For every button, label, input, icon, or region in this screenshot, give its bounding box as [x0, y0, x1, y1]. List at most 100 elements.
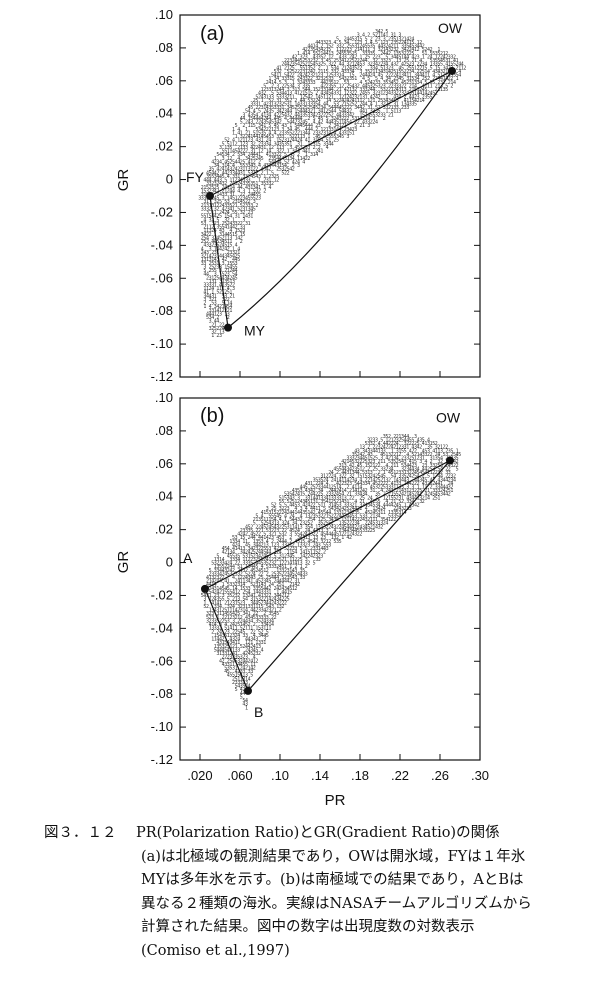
cloud-digit: 2: [224, 268, 227, 274]
panel-b-algorithm-triangle: [204, 459, 451, 692]
cloud-digit: 3: [232, 170, 235, 176]
cloud-digit: 3: [263, 593, 266, 599]
cloud-digit: 3: [453, 456, 456, 462]
cloud-digit: 4: [284, 62, 287, 68]
cloud-digit: 1: [383, 470, 386, 476]
cloud-digit: 2: [276, 582, 279, 588]
cloud-digit: 2: [255, 203, 258, 209]
cloud-digit: 1: [307, 134, 310, 140]
cloud-digit: 5: [372, 521, 375, 527]
cloud-digit: 3: [315, 553, 318, 559]
cloud-digit: 2: [372, 80, 375, 86]
cloud-digit: 4: [375, 120, 378, 126]
cloud-digit: 4: [222, 647, 225, 653]
cloud-digit: 5: [297, 127, 300, 133]
cloud-digit: 1: [222, 590, 225, 596]
cloud-digit: 4: [216, 308, 219, 314]
cloud-digit: 2: [318, 76, 321, 82]
cloud-digit: 3: [219, 640, 222, 646]
cloud-digit: 2: [315, 58, 318, 64]
cloud-digit: 5: [242, 698, 245, 704]
cloud-digit: 1: [357, 98, 360, 104]
cloud-digit: 5: [268, 575, 271, 581]
cloud-digit: 1: [435, 54, 438, 60]
cloud-digit: 1: [333, 510, 336, 516]
cloud-digit: 4: [320, 91, 323, 97]
cloud-digit: 4: [219, 283, 222, 289]
cloud-digit: 3: [411, 503, 414, 509]
cloud-digit: 5: [398, 69, 401, 75]
cloud-digit: 4: [297, 62, 300, 68]
cloud-digit: 3: [276, 163, 279, 169]
cloud-digit: 5: [279, 138, 282, 144]
cloud-digit: 5: [380, 65, 383, 71]
cloud-digit: 2: [391, 441, 394, 447]
cloud-digit: 3: [292, 62, 295, 68]
cloud-digit: 2: [216, 315, 219, 321]
cloud-digit: 4: [349, 65, 352, 71]
cloud-digit: 4: [339, 51, 342, 57]
cloud-digit: 3: [206, 243, 209, 249]
cloud-digit: 1: [406, 98, 409, 104]
cloud-digit: 3: [211, 221, 214, 227]
cloud-digit: 5: [414, 459, 417, 465]
cloud-digit: 3: [297, 495, 300, 501]
cloud-digit: 5: [333, 102, 336, 108]
cloud-digit: 3: [279, 94, 282, 100]
cloud-digit: 1: [271, 127, 274, 133]
cloud-digit: 1: [203, 228, 206, 234]
cloud-digit: 4: [248, 676, 251, 682]
cloud-digit: 3: [383, 80, 386, 86]
cloud-digit: 4: [287, 586, 290, 592]
cloud-digit: 5: [237, 600, 240, 606]
cloud-digit: 4: [396, 54, 399, 60]
cloud-digit: 4: [294, 127, 297, 133]
cloud-digit: 1: [258, 582, 261, 588]
cloud-digit: 1: [229, 149, 232, 155]
cloud-digit: 2: [323, 539, 326, 545]
cloud-digit: 3: [245, 593, 248, 599]
cloud-digit: 4: [261, 127, 264, 133]
cloud-digit: 4: [411, 495, 414, 501]
cloud-digit: 1: [406, 445, 409, 451]
cloud-digit: 5: [266, 629, 269, 635]
cloud-digit: 4: [248, 644, 251, 650]
cloud-digit: 3: [209, 257, 212, 263]
caption-line: 計算された結果。図中の数字は出現度数の対数表示: [141, 919, 475, 935]
cloud-digit: 2: [219, 575, 222, 581]
cloud-digit: 3: [242, 225, 245, 231]
cloud-digit: 5: [401, 463, 404, 469]
cloud-digit: 1: [279, 73, 282, 79]
cloud-digit: 5: [380, 98, 383, 104]
cloud-digit: 2: [365, 54, 368, 60]
cloud-digit: 5: [328, 109, 331, 115]
cloud-digit: 3: [245, 655, 248, 661]
cloud-digit: 5: [336, 466, 339, 472]
cloud-digit: 2: [328, 73, 331, 79]
cloud-digit: 1: [289, 76, 292, 82]
panel-a-label: (a): [200, 23, 224, 45]
y-tick-label: -.06: [151, 270, 173, 285]
cloud-digit: 2: [393, 76, 396, 82]
cloud-digit: 3: [229, 571, 232, 577]
cloud-digit: 4: [396, 477, 399, 483]
cloud-digit: 3: [346, 69, 349, 75]
cloud-digit: 3: [209, 217, 212, 223]
cloud-digit: 2: [424, 488, 427, 494]
cloud-digit: 1: [326, 131, 329, 137]
cloud-digit: 4: [245, 615, 248, 621]
cloud-digit: 4: [336, 492, 339, 498]
cloud-digit: 3: [209, 246, 212, 252]
cloud-digit: 2: [456, 463, 459, 469]
cloud-digit: 4: [292, 116, 295, 122]
cloud-digit: 5: [255, 127, 258, 133]
cloud-digit: 1: [242, 579, 245, 585]
cloud-digit: 2: [276, 87, 279, 93]
cloud-digit: 4: [240, 691, 243, 697]
cloud-digit: 5: [378, 499, 381, 505]
cloud-digit: 2: [276, 550, 279, 556]
cloud-digit: 2: [336, 69, 339, 75]
cloud-digit: 5: [219, 644, 222, 650]
cloud-digit: 4: [219, 629, 222, 635]
cloud-digit: 3: [211, 608, 214, 614]
